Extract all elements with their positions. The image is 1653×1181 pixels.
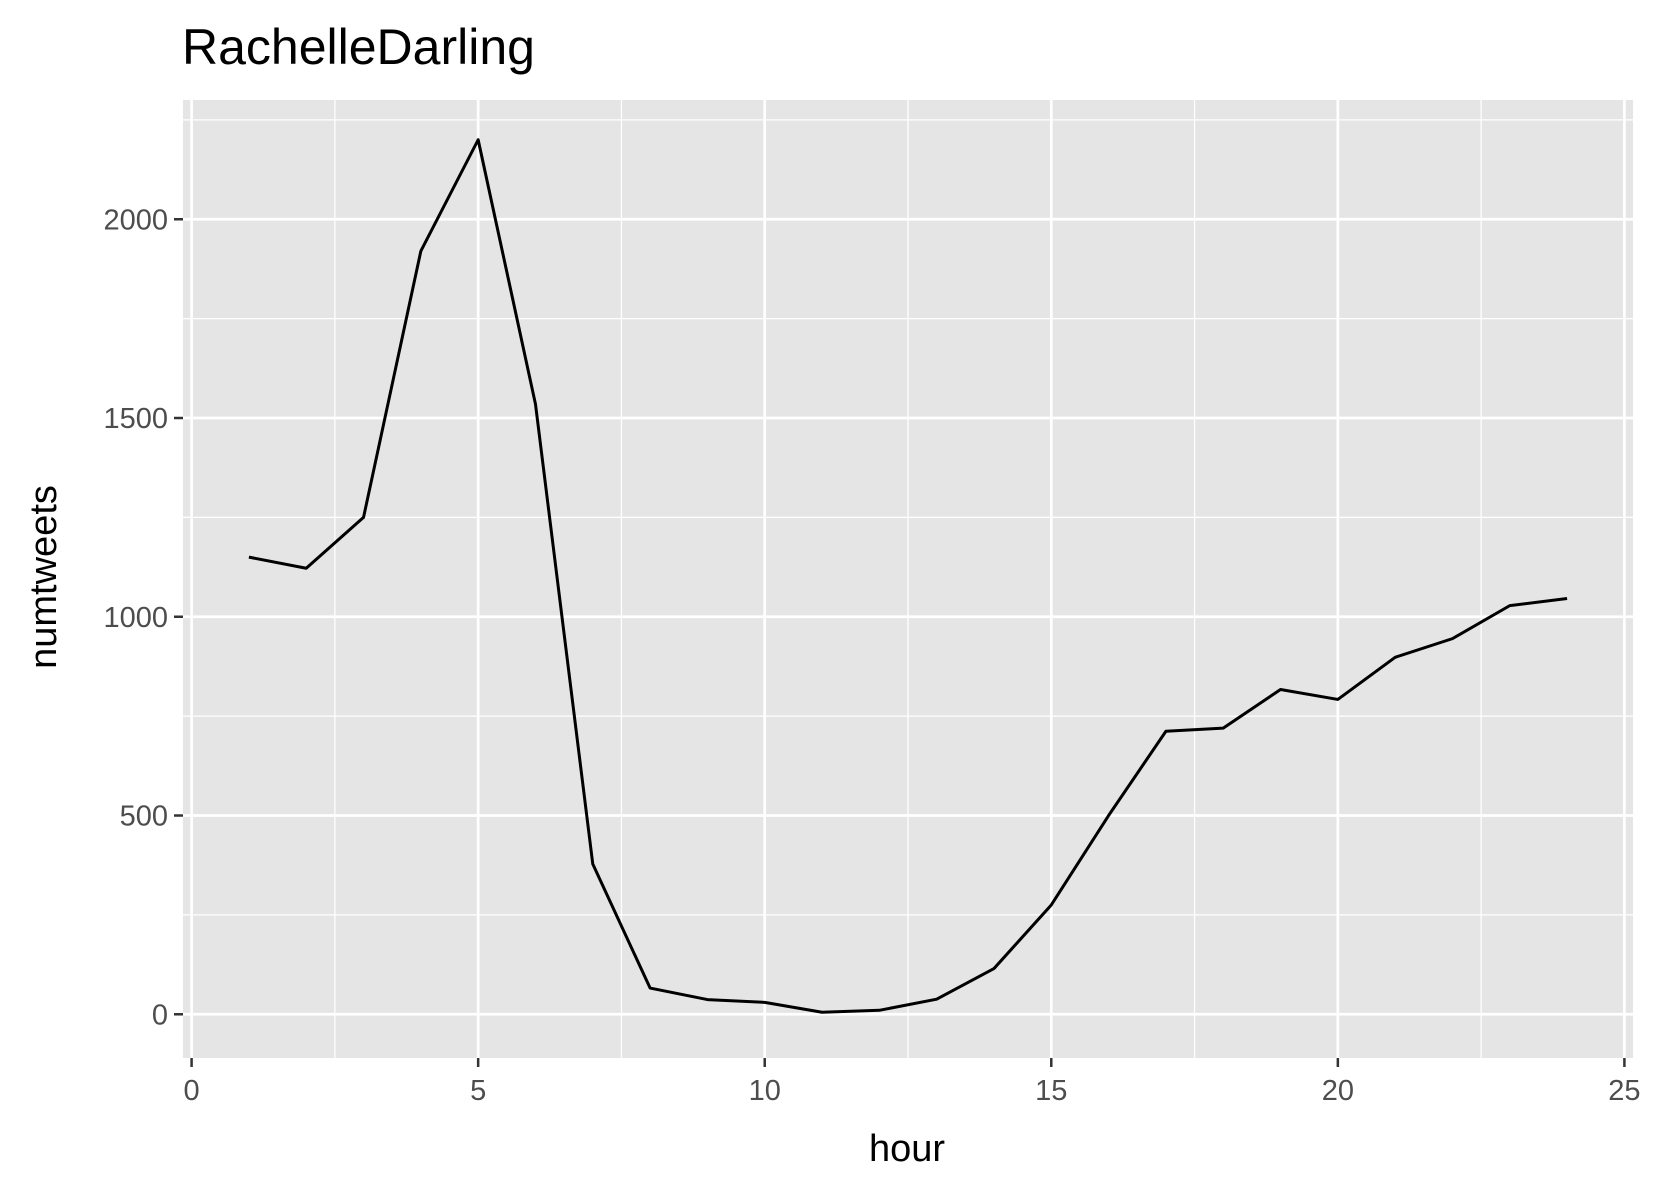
y-tick-label: 0 [152,999,168,1031]
x-tick-label: 20 [1322,1075,1354,1107]
y-tick-label: 500 [120,801,168,833]
x-tick-label: 5 [470,1075,486,1107]
y-tick-label: 1500 [103,403,168,435]
x-tick-labels: 0 5 10 15 20 25 [184,1075,1641,1107]
axis-ticks [174,218,1626,1067]
y-tick-labels: 0 500 1000 1500 2000 [103,204,168,1031]
y-tick-label: 2000 [103,204,168,236]
minor-gridlines [183,100,1633,1058]
x-tick-label: 10 [749,1075,781,1107]
x-tick-label: 0 [184,1075,200,1107]
y-axis-title: numtweets [23,485,65,669]
series-line [248,138,1568,1014]
x-axis-title: hour [869,1128,945,1170]
chart-title: RachelleDarling [182,19,535,75]
series-layer [248,138,1568,1014]
x-tick-label: 15 [1035,1075,1067,1107]
x-tick-label: 25 [1608,1075,1640,1107]
major-gridlines [183,100,1633,1058]
y-tick-label: 1000 [103,602,168,634]
